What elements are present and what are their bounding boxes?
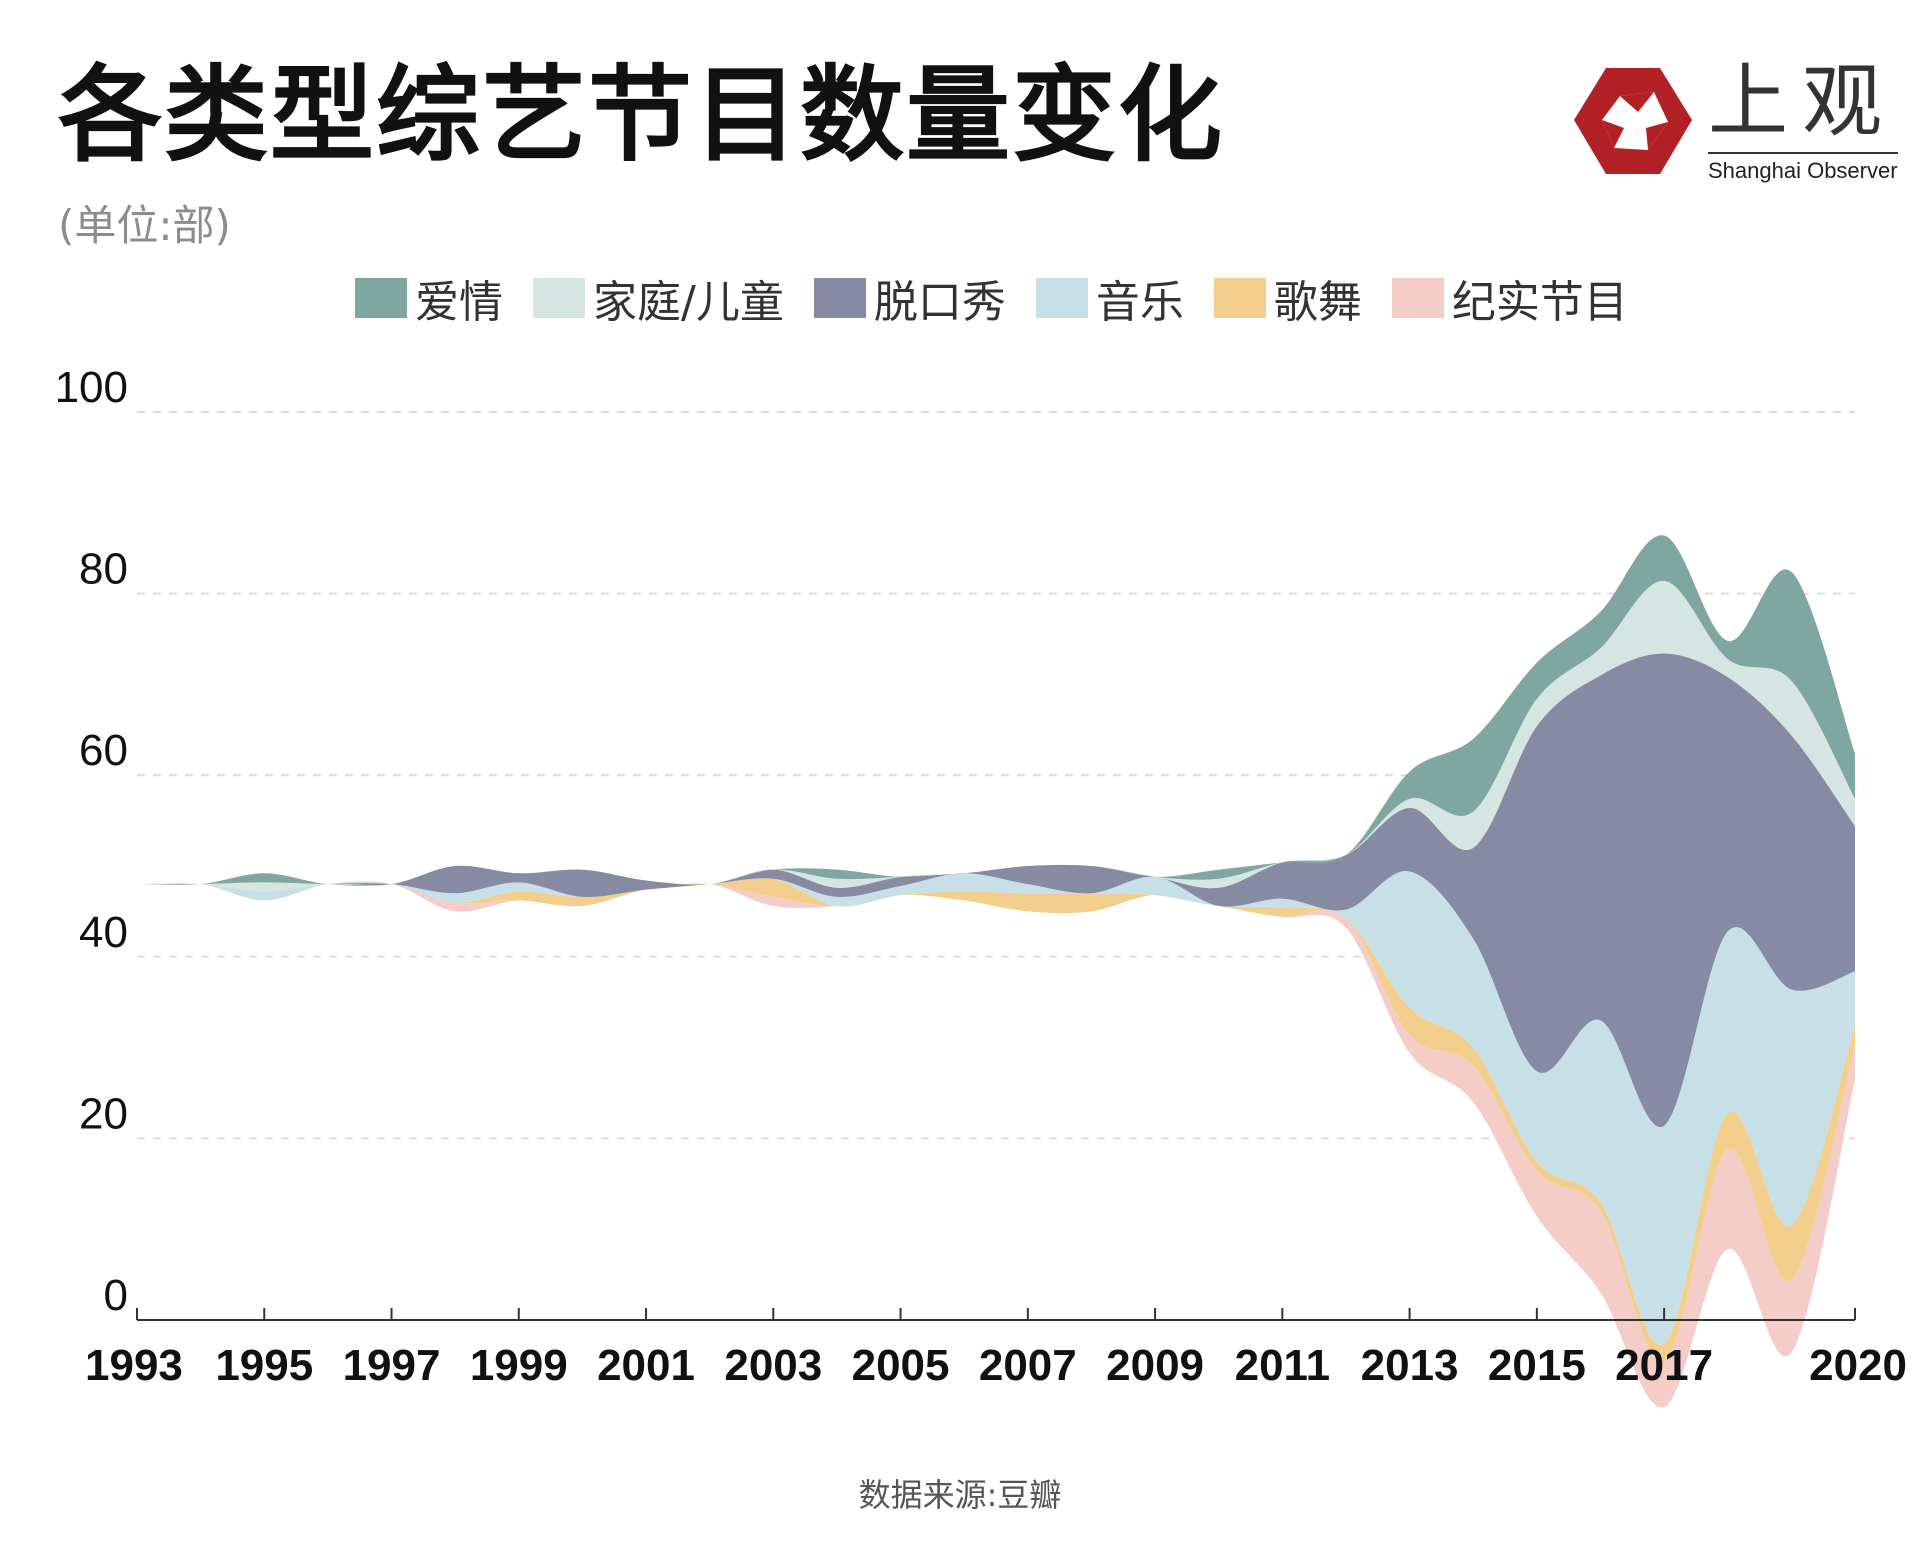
y-tick-label: 0	[104, 1271, 128, 1320]
stream-series-area	[137, 580, 1855, 892]
legend-swatch	[1391, 278, 1444, 318]
logo-english-text: Shanghai Observer	[1708, 152, 1898, 184]
logo-chinese-text: 上观	[1708, 55, 1896, 148]
data-source: 数据来源:豆瓣	[858, 1476, 1062, 1514]
x-tick-label: 2011	[1235, 1341, 1330, 1390]
legend-item: 歌舞	[1213, 266, 1362, 330]
legend-label: 家庭/儿童	[593, 277, 784, 328]
legend-swatch	[1213, 278, 1266, 318]
x-tick-label: 1993	[85, 1341, 183, 1390]
y-tick-label: 20	[79, 1089, 128, 1138]
legend-label: 歌舞	[1273, 277, 1362, 328]
x-tick-label: 2001	[597, 1341, 695, 1390]
chart-legend: 爱情 家庭/儿童 脱口秀 音乐 歌舞 纪实节目	[355, 266, 1658, 330]
y-tick-label: 80	[79, 545, 128, 594]
legend-swatch	[355, 278, 407, 318]
stream-series-area	[137, 877, 1855, 1363]
logo-mark-icon	[1574, 68, 1692, 174]
legend-item: 脱口秀	[813, 266, 1006, 330]
unit-label: (单位:部)	[58, 201, 231, 250]
y-tick-label: 100	[55, 363, 128, 412]
shanghai-observer-logo: 上观 Shanghai Observer	[1568, 55, 1908, 184]
legend-item: 家庭/儿童	[533, 266, 784, 330]
legend-swatch	[1035, 278, 1088, 318]
legend-label: 音乐	[1095, 277, 1184, 328]
legend-item: 音乐	[1035, 266, 1184, 330]
x-tick-label: 1999	[470, 1341, 568, 1390]
y-tick-label: 40	[79, 908, 128, 957]
legend-item: 爱情	[355, 266, 503, 330]
legend-swatch	[533, 278, 585, 318]
x-tick-label: 2020	[1809, 1341, 1907, 1390]
stream-series-area	[137, 871, 1855, 1345]
x-tick-label: 1997	[343, 1341, 441, 1390]
x-tick-label: 2015	[1488, 1341, 1586, 1390]
legend-label: 脱口秀	[873, 277, 1006, 328]
x-tick-label: 2005	[852, 1341, 950, 1390]
stream-series-area	[137, 535, 1855, 887]
page-title: 各类型综艺节目数量变化	[58, 54, 1225, 176]
stream-series-area	[137, 881, 1855, 1408]
x-tick-label: 2013	[1361, 1341, 1459, 1390]
x-tick-label: 1995	[215, 1341, 313, 1390]
x-tick-label: 2017	[1615, 1341, 1713, 1390]
legend-label: 纪实节目	[1451, 277, 1628, 328]
x-tick-label: 2009	[1106, 1341, 1204, 1390]
legend-swatch	[813, 278, 866, 318]
stream-series-area	[137, 653, 1855, 1128]
x-tick-label: 2007	[979, 1341, 1077, 1390]
legend-item: 纪实节目	[1391, 266, 1628, 330]
y-tick-label: 60	[79, 726, 128, 775]
x-tick-label: 2003	[724, 1341, 822, 1390]
legend-label: 爱情	[415, 277, 503, 328]
